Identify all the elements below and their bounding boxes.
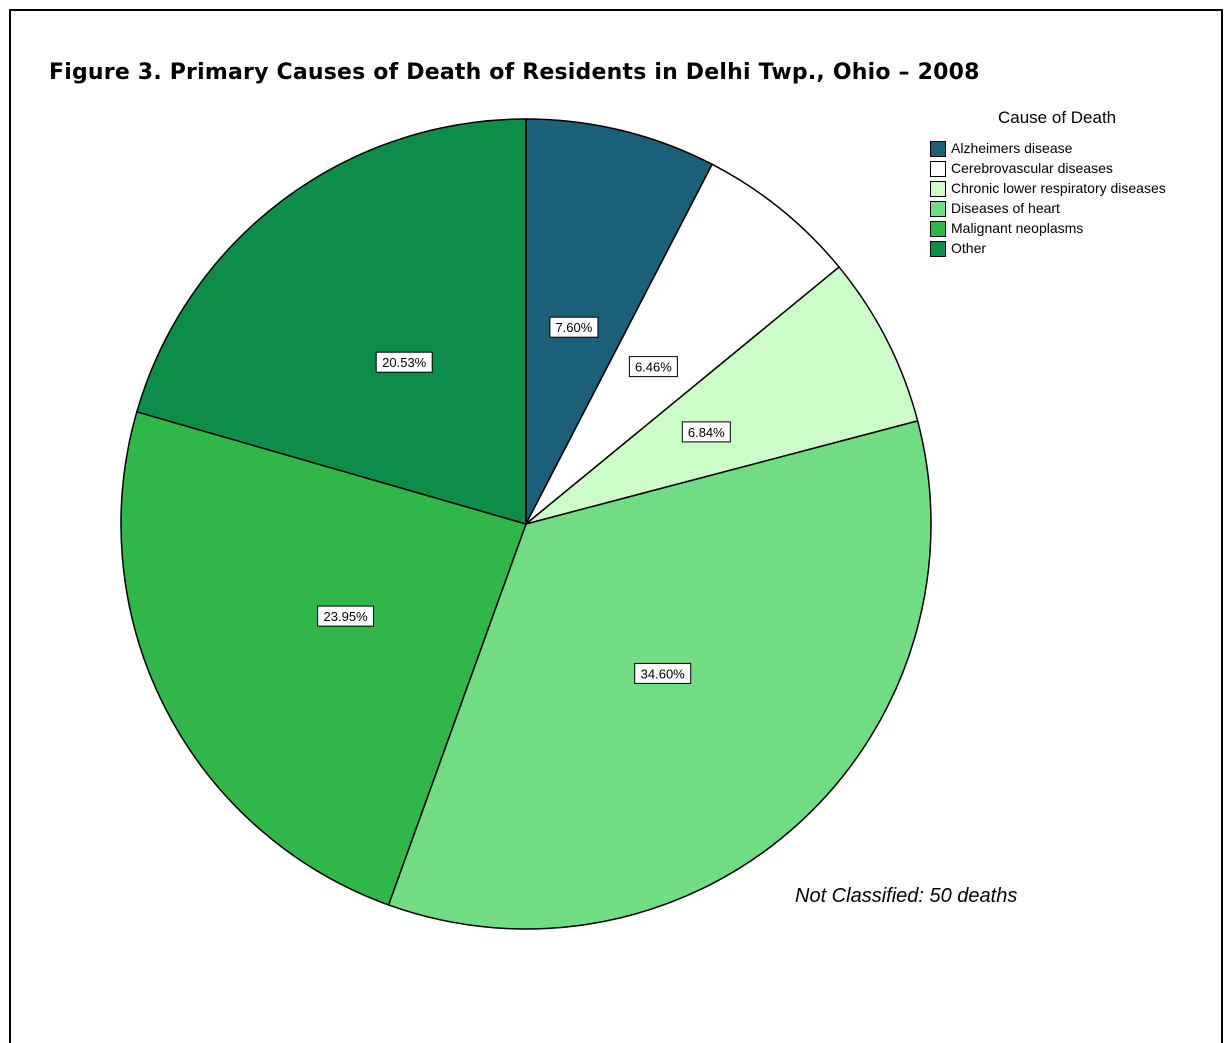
slice-label-text: 6.84% xyxy=(688,425,725,440)
legend-label: Alzheimers disease xyxy=(951,140,1073,156)
legend-label: Diseases of heart xyxy=(951,200,1060,216)
legend-item: Other xyxy=(930,240,1170,257)
legend-swatch xyxy=(930,181,946,197)
slice-data-label: 6.46% xyxy=(628,356,678,378)
legend-item: Chronic lower respiratory diseases xyxy=(930,180,1170,197)
legend-label: Cerebrovascular diseases xyxy=(951,160,1113,176)
slice-data-label: 34.60% xyxy=(634,662,692,684)
slice-label-text: 20.53% xyxy=(382,355,427,370)
slice-data-label: 7.60% xyxy=(549,316,599,338)
slice-data-label: 20.53% xyxy=(375,351,433,373)
slice-label-text: 34.60% xyxy=(641,666,686,681)
pie-slice-other xyxy=(135,118,527,525)
legend-label: Other xyxy=(951,240,987,256)
not-classified-note: Not Classified: 50 deaths xyxy=(795,885,1018,907)
pie-slice-malignant-neoplasms xyxy=(120,410,527,906)
legend-swatch xyxy=(930,201,946,217)
legend-label: Chronic lower respiratory diseases xyxy=(951,180,1166,196)
slice-label-text: 23.95% xyxy=(324,609,369,624)
slice-data-label: 23.95% xyxy=(317,605,375,627)
legend-item: Malignant neoplasms xyxy=(930,220,1170,237)
legend-swatch xyxy=(930,221,946,237)
legend-swatch xyxy=(930,141,946,157)
legend-label: Malignant neoplasms xyxy=(951,220,1084,236)
figure-frame xyxy=(9,9,1223,1043)
slice-data-label: 6.84% xyxy=(681,421,731,443)
legend-title: Cause of Death xyxy=(998,108,1117,127)
legend: Cause of Death Alzheimers disease Cerebro… xyxy=(930,108,1170,260)
legend-swatch xyxy=(930,241,946,257)
pie-slice-chronic-lower-respiratory-diseases xyxy=(525,266,919,525)
pie-slice-alzheimers-disease xyxy=(525,118,714,525)
legend-item: Diseases of heart xyxy=(930,200,1170,217)
legend-item: Cerebrovascular diseases xyxy=(930,160,1170,177)
pie-slice-cerebrovascular-diseases xyxy=(525,163,841,525)
legend-item: Alzheimers disease xyxy=(930,140,1170,157)
chart-title: Figure 3. Primary Causes of Death of Res… xyxy=(49,60,980,85)
legend-swatch xyxy=(930,161,946,177)
slice-label-text: 6.46% xyxy=(635,360,672,375)
slice-label-text: 7.60% xyxy=(555,320,592,335)
